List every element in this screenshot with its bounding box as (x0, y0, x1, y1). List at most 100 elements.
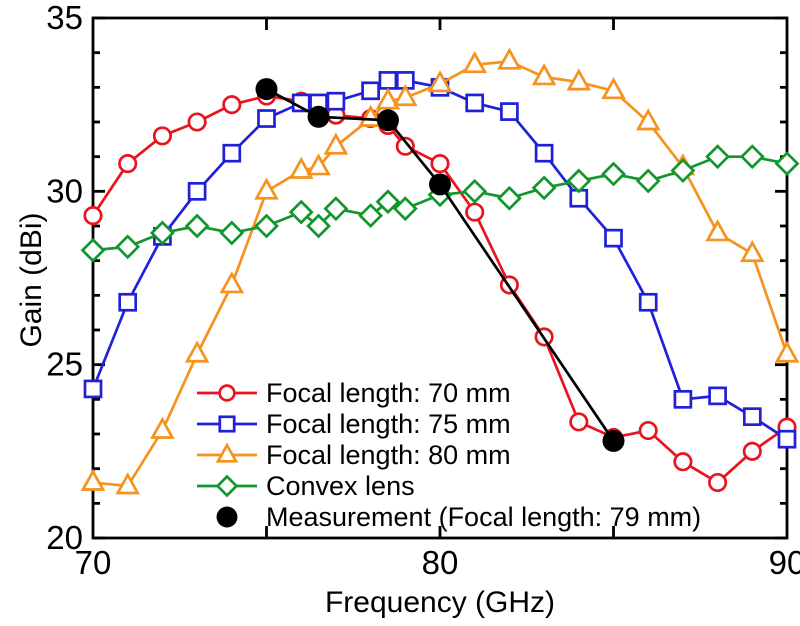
data-point-dot (255, 78, 278, 101)
data-point-square (222, 143, 242, 163)
x-axis-title: Frequency (GHz) (324, 586, 556, 619)
data-point-diamond (149, 220, 175, 246)
data-point-triangle (740, 239, 765, 263)
data-point-square (500, 102, 519, 121)
data-point-triangle (306, 153, 331, 176)
data-point-circle (742, 441, 762, 461)
data-point-diamond (115, 234, 141, 260)
data-point-diamond (358, 203, 384, 229)
data-point-diamond (323, 196, 349, 222)
data-point-circle (569, 412, 589, 432)
data-point-diamond (215, 474, 239, 498)
data-point-triangle (288, 156, 314, 179)
data-point-triangle (705, 219, 730, 242)
data-point-triangle (601, 77, 626, 100)
data-point-diamond (705, 144, 731, 170)
data-point-dot (376, 109, 399, 132)
data-point-triangle (219, 271, 245, 294)
data-point-triangle (254, 177, 279, 200)
data-point-triangle (215, 442, 239, 463)
data-point-diamond (375, 189, 401, 215)
data-point-square (604, 228, 623, 248)
data-point-triangle (531, 63, 557, 86)
data-point-circle (118, 154, 138, 174)
data-point-square (777, 429, 797, 449)
plot-frame (91, 16, 789, 540)
y-axis-title: Gain (dBi) (15, 212, 48, 348)
data-point-square (673, 389, 693, 409)
data-point-circle (638, 420, 658, 441)
data-point-triangle (80, 468, 106, 491)
data-point-circle (222, 95, 242, 115)
data-point-diamond (601, 161, 626, 187)
data-point-square (218, 415, 236, 433)
data-point-diamond (635, 168, 661, 194)
y-tick-label: 30 (46, 172, 83, 209)
data-point-square (326, 91, 346, 111)
legend-label-focal-75: Focal length: 75 mm (266, 409, 511, 439)
data-point-triangle (566, 68, 592, 91)
data-point-triangle (358, 104, 383, 127)
data-point-square (187, 181, 207, 201)
data-point-diamond (739, 144, 765, 170)
data-point-square (742, 407, 762, 427)
data-point-triangle (462, 51, 487, 74)
data-point-square (465, 93, 485, 113)
data-point-dot (429, 173, 451, 196)
data-point-triangle (150, 416, 175, 439)
data-point-square (638, 292, 658, 312)
y-tick-label: 25 (46, 346, 83, 383)
legend-label-measurement: Measurement (Focal length: 79 mm) (266, 502, 701, 532)
x-tick-label: 90 (769, 544, 800, 581)
data-point-circle (187, 112, 207, 132)
x-tick-label: 80 (422, 544, 459, 581)
legend-label-convex-lens: Convex lens (266, 471, 415, 501)
data-point-square (708, 386, 727, 406)
data-point-triangle (375, 87, 401, 110)
data-point-triangle (393, 83, 418, 107)
data-point-diamond (288, 199, 314, 225)
legend-label-focal-70: Focal length: 70 mm (266, 378, 511, 408)
data-point-diamond (566, 168, 592, 194)
data-point-diamond (496, 185, 522, 211)
data-point-square (361, 81, 380, 101)
data-point-circle (152, 126, 172, 146)
y-tick-label: 35 (46, 0, 83, 36)
data-point-triangle (184, 340, 210, 363)
data-point-circle (430, 154, 450, 174)
data-point-triangle (115, 472, 140, 495)
data-point-square (257, 109, 276, 128)
data-point-circle (218, 384, 236, 402)
data-point-triangle (323, 132, 349, 155)
data-point-triangle (497, 47, 522, 70)
data-point-diamond (462, 178, 488, 204)
data-point-square (534, 143, 554, 163)
data-point-square (378, 71, 398, 90)
data-point-circle (465, 202, 485, 222)
data-point-diamond (670, 158, 696, 183)
data-point-dot (602, 429, 625, 452)
data-point-square (118, 292, 138, 312)
x-tick-label: 70 (75, 544, 112, 581)
data-point-triangle (427, 70, 453, 93)
data-point-circle (673, 452, 693, 472)
data-point-diamond (254, 213, 279, 239)
data-point-diamond (774, 151, 800, 177)
data-point-square (83, 379, 103, 399)
data-point-circle (395, 136, 415, 156)
data-point-diamond (219, 220, 245, 246)
data-point-dot (216, 506, 238, 528)
y-tick-label: 20 (46, 519, 83, 556)
data-point-diamond (184, 213, 210, 239)
data-point-dot (307, 105, 330, 128)
legend-label-focal-80: Focal length: 80 mm (266, 440, 511, 470)
data-point-triangle (774, 340, 800, 363)
data-point-triangle (635, 108, 661, 131)
data-point-circle (708, 472, 728, 493)
data-point-diamond (80, 237, 106, 263)
data-point-circle (83, 206, 103, 226)
data-point-diamond (306, 213, 331, 239)
data-point-diamond (392, 196, 418, 222)
